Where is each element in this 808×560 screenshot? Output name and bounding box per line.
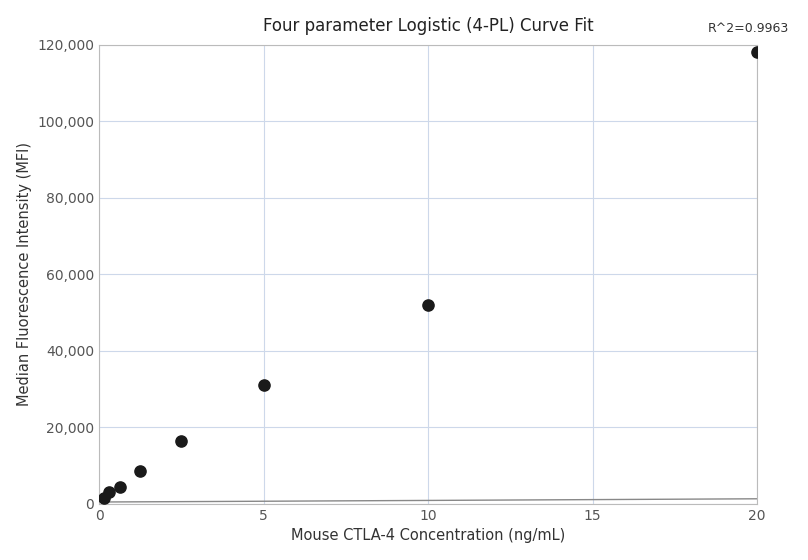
Text: R^2=0.9963: R^2=0.9963 <box>708 22 789 35</box>
Point <box>113 482 126 491</box>
Point <box>134 467 147 476</box>
Y-axis label: Median Fluorescence Intensity (MFI): Median Fluorescence Intensity (MFI) <box>17 142 32 406</box>
Point <box>751 48 764 57</box>
Point <box>422 300 435 309</box>
Point <box>103 488 116 497</box>
Point <box>98 494 111 503</box>
Title: Four parameter Logistic (4-PL) Curve Fit: Four parameter Logistic (4-PL) Curve Fit <box>263 17 593 35</box>
X-axis label: Mouse CTLA-4 Concentration (ng/mL): Mouse CTLA-4 Concentration (ng/mL) <box>291 528 565 543</box>
Point <box>175 436 187 445</box>
Point <box>257 381 270 390</box>
